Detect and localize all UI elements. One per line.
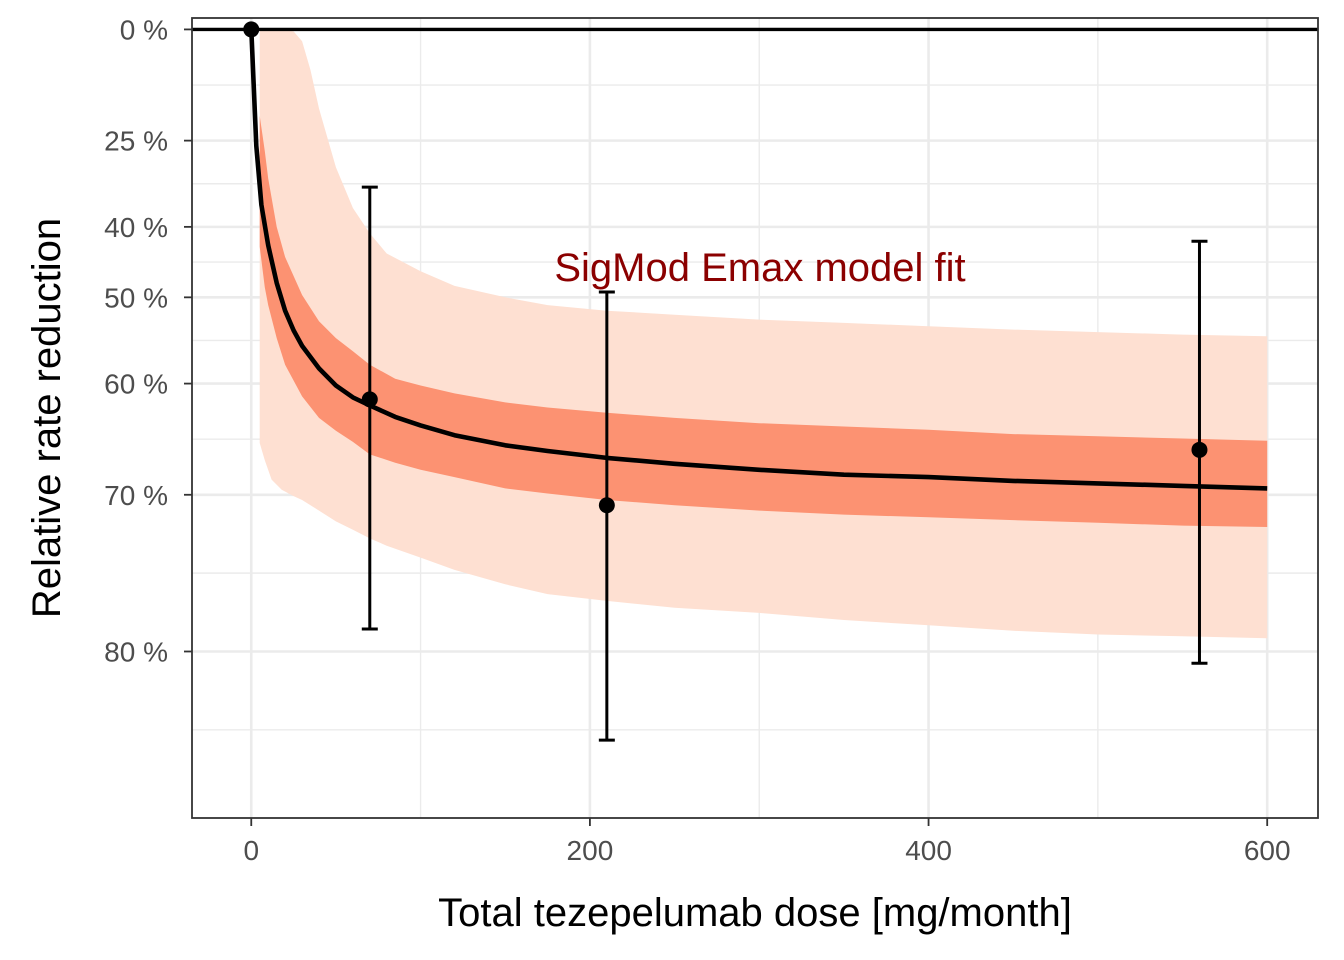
y-tick-label: 60 %	[104, 369, 168, 400]
fit-line	[249, 29, 1268, 491]
inner-ci-band	[259, 115, 1268, 527]
y-tick-label: 70 %	[104, 480, 168, 511]
data-point	[361, 391, 378, 408]
y-axis-title: Relative rate reduction	[25, 218, 69, 618]
data-point	[1191, 441, 1208, 458]
y-tick-label: 50 %	[104, 282, 168, 313]
model-annotation: SigMod Emax model fit	[554, 246, 965, 290]
fit-curve-group	[249, 29, 1268, 491]
x-tick-label: 0	[243, 835, 259, 866]
x-axis-title: Total tezepelumab dose [mg/month]	[438, 891, 1072, 935]
panel-border	[191, 17, 1319, 819]
y-tick-label: 0 %	[120, 14, 168, 45]
x-tick-label: 400	[905, 835, 952, 866]
y-tick-label: 40 %	[104, 212, 168, 243]
axis-ticks: 0 200 400 600 0 % 25 % 40 % 50 % 60 % 70 % 80 %	[104, 14, 1290, 866]
data-point	[243, 21, 260, 38]
outer-ci-band	[259, 29, 1268, 639]
y-tick-label: 80 %	[104, 636, 168, 667]
x-tick-label: 200	[567, 835, 614, 866]
observed-points-group	[243, 21, 1208, 742]
confidence-bands	[259, 29, 1268, 639]
data-point	[598, 497, 615, 514]
x-tick-label: 600	[1244, 835, 1291, 866]
y-tick-label: 25 %	[104, 126, 168, 157]
